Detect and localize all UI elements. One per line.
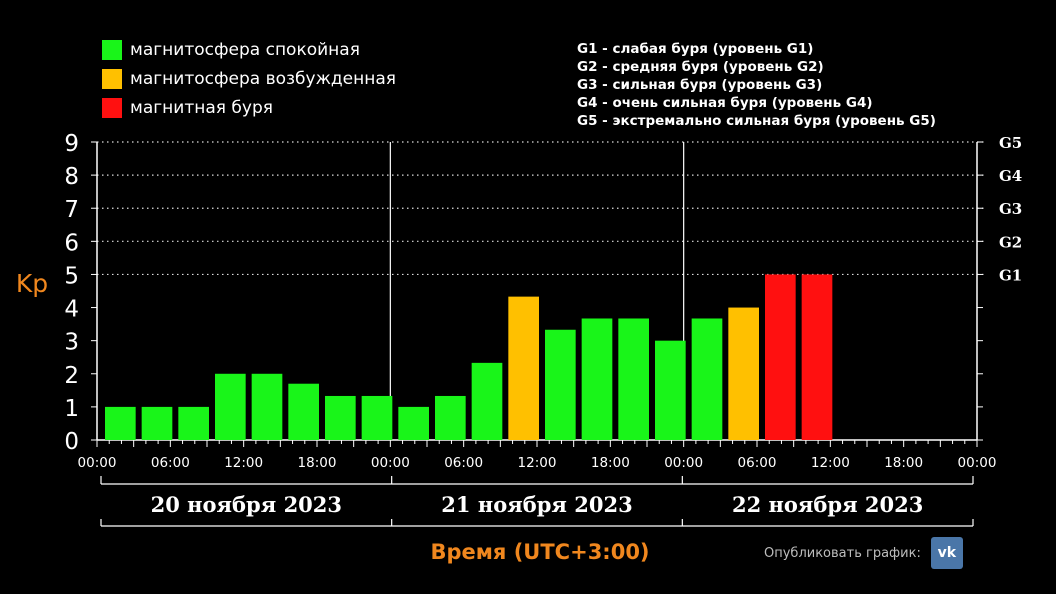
kp-bar xyxy=(471,362,503,440)
y-tick-label: 0 xyxy=(64,429,79,455)
right-tick-label: G3 xyxy=(999,200,1022,218)
share-label: Опубликовать график: xyxy=(764,545,921,561)
storm-level-item: G3 - сильная буря (уровень G3) xyxy=(577,77,823,93)
legend-item: магнитная буря xyxy=(102,97,273,119)
right-tick-label: G1 xyxy=(999,266,1022,284)
legend-item: магнитосфера возбужденная xyxy=(102,68,396,90)
kp-bar xyxy=(178,406,209,440)
legend-item: магнитосфера спокойная xyxy=(102,39,360,61)
right-tick-label: G2 xyxy=(999,233,1022,251)
kp-bar xyxy=(141,406,173,440)
kp-bar xyxy=(508,296,539,440)
y-tick-label: 9 xyxy=(64,131,79,157)
y-tick-label: 1 xyxy=(64,396,79,422)
y-tick-label: 3 xyxy=(64,330,79,356)
legend-label: магнитная буря xyxy=(130,98,273,118)
kp-bar xyxy=(545,329,576,440)
kp-bar xyxy=(105,406,136,440)
x-tick-label: 12:00 xyxy=(811,455,850,471)
x-tick-label: 00:00 xyxy=(78,455,117,471)
storm-level-item: G2 - средняя буря (уровень G2) xyxy=(577,59,824,75)
kp-bar xyxy=(215,373,246,440)
legend-swatch xyxy=(102,69,122,89)
right-tick-label: G4 xyxy=(999,167,1022,185)
x-tick-label: 00:00 xyxy=(371,455,410,471)
x-tick-label: 18:00 xyxy=(591,455,630,471)
y-axis-title: Kp xyxy=(16,269,48,298)
x-tick-label: 12:00 xyxy=(518,455,557,471)
x-tick-label: 12:00 xyxy=(224,455,263,471)
x-tick-label: 06:00 xyxy=(444,455,483,471)
x-axis-title: Время (UTC+3:00) xyxy=(430,540,650,564)
kp-bar xyxy=(728,307,759,440)
kp-bar xyxy=(435,395,466,440)
legend-swatch xyxy=(102,40,122,60)
kp-bar xyxy=(618,318,649,440)
y-tick-label: 4 xyxy=(64,297,79,323)
y-tick-label: 5 xyxy=(64,263,79,289)
y-tick-label: 7 xyxy=(64,197,79,223)
kp-bar xyxy=(581,318,613,440)
y-tick-label: 8 xyxy=(64,164,79,190)
legend-label: магнитосфера возбужденная xyxy=(130,69,396,89)
kp-bar xyxy=(655,340,686,440)
storm-level-legend: G1 - слабая буря (уровень G1) G2 - средня… xyxy=(577,40,936,130)
x-tick-label: 18:00 xyxy=(884,455,923,471)
x-tick-label: 06:00 xyxy=(738,455,777,471)
legend-swatch xyxy=(102,98,122,118)
day-label: 21 ноября 2023 xyxy=(441,492,632,517)
storm-level-item: G1 - слабая буря (уровень G1) xyxy=(577,41,814,57)
y-tick-label: 6 xyxy=(64,230,79,256)
x-tick-label: 18:00 xyxy=(298,455,337,471)
kp-bar xyxy=(251,373,283,440)
storm-level-item: G5 - экстремально сильная буря (уровень … xyxy=(577,113,936,129)
kp-bar xyxy=(361,395,393,440)
x-tick-label: 00:00 xyxy=(664,455,703,471)
day-label: 22 ноября 2023 xyxy=(732,492,923,517)
legend-label: магнитосфера спокойная xyxy=(130,40,360,60)
kp-bar xyxy=(398,406,429,440)
vk-icon[interactable]: vk xyxy=(930,537,963,569)
x-tick-label: 00:00 xyxy=(958,455,997,471)
kp-bar xyxy=(801,274,833,440)
day-label: 20 ноября 2023 xyxy=(151,492,342,517)
kp-bar xyxy=(325,395,356,440)
storm-level-item: G4 - очень сильная буря (уровень G4) xyxy=(577,95,873,111)
x-tick-label: 06:00 xyxy=(151,455,190,471)
kp-bar xyxy=(765,274,796,440)
kp-bar xyxy=(288,383,319,440)
y-tick-label: 2 xyxy=(64,363,79,389)
share-block: Опубликовать график: vk xyxy=(764,537,963,569)
kp-bar xyxy=(691,318,723,440)
right-tick-label: G5 xyxy=(999,134,1022,152)
